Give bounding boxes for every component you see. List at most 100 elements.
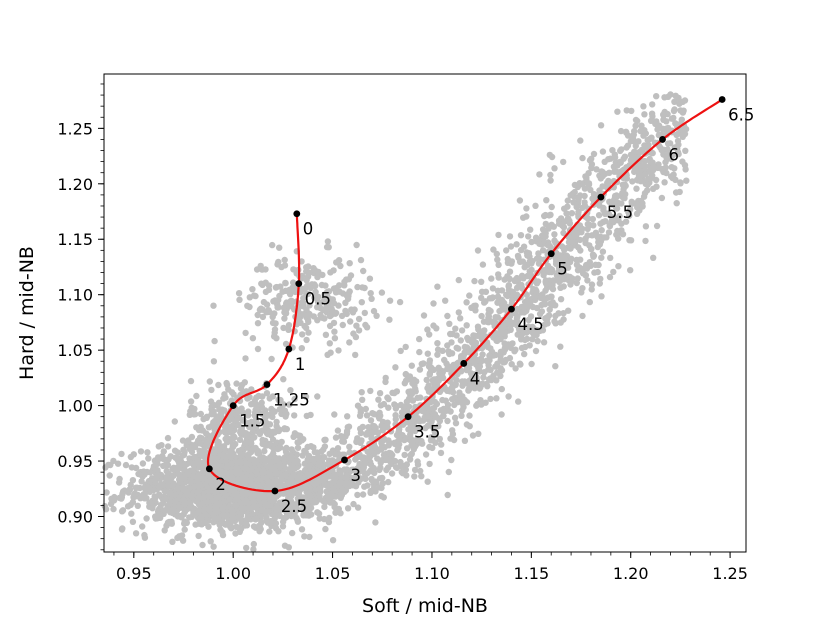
scatter-point (409, 439, 416, 446)
scatter-point (546, 151, 553, 159)
scatter-point (599, 148, 607, 155)
scatter-point (557, 343, 564, 350)
scatter-point (478, 401, 485, 408)
scatter-point (385, 478, 392, 486)
scatter-point (583, 177, 590, 184)
scatter-point (671, 165, 678, 172)
scatter-point (110, 505, 117, 513)
scatter-point (127, 453, 135, 461)
scatter-point (222, 487, 229, 494)
scatter-point (332, 471, 340, 478)
scatter-point (416, 366, 424, 373)
point-label: 1.25 (273, 391, 310, 410)
scatter-point (125, 489, 132, 496)
scatter-point (586, 259, 593, 266)
scatter-point (557, 270, 564, 277)
scatter-point (440, 407, 447, 415)
scatter-point (482, 288, 490, 295)
scatter-point (387, 458, 394, 465)
scatter-point (106, 472, 113, 479)
scatter-point (506, 268, 514, 275)
scatter-point (455, 345, 462, 352)
scatter-point (549, 299, 556, 306)
scatter-point (281, 256, 288, 264)
scatter-point (250, 546, 257, 553)
scatter-point (424, 326, 431, 333)
scatter-point (402, 343, 409, 351)
scatter-point (371, 443, 379, 451)
scatter-point (220, 512, 227, 519)
scatter-point (636, 148, 643, 156)
scatter-point (273, 283, 280, 291)
scatter-point (268, 409, 276, 417)
scatter-point (392, 364, 399, 371)
scatter-point (579, 285, 586, 292)
scatter-point (587, 245, 595, 253)
scatter-point (210, 408, 217, 415)
scatter-point (553, 257, 560, 264)
scatter-point (331, 503, 338, 511)
scatter-point (253, 403, 260, 410)
scatter-point (322, 331, 330, 338)
scatter-point (269, 241, 276, 249)
scatter-point (232, 530, 239, 537)
scatter-point (277, 462, 285, 470)
scatter-point (459, 407, 466, 414)
scatter-point (445, 348, 452, 355)
scatter-point (261, 447, 268, 455)
scatter-point (152, 513, 159, 520)
scatter-point (388, 470, 396, 477)
scatter-point (552, 312, 559, 320)
scatter-point (364, 470, 371, 477)
point-label: 6.5 (728, 106, 754, 125)
scatter-point (557, 296, 565, 303)
scatter-point (571, 181, 579, 189)
scatter-point (598, 293, 605, 300)
scatter-point (175, 459, 183, 466)
scatter-point (658, 165, 666, 173)
scatter-point (333, 259, 340, 266)
scatter-point (367, 447, 374, 455)
scatter-point (157, 481, 165, 488)
scatter-point (508, 297, 516, 304)
scatter-point (494, 314, 501, 321)
scatter-point (487, 307, 494, 315)
scatter-point (597, 122, 605, 129)
scatter-point (216, 521, 223, 528)
x-tick-label: 1.15 (514, 564, 550, 583)
scatter-point (224, 439, 231, 446)
scatter-point (322, 525, 329, 533)
scatter-point (282, 340, 290, 348)
scatter-point (180, 496, 187, 504)
scatter-point (627, 206, 634, 213)
scatter-point (461, 437, 469, 444)
scatter-point (426, 460, 433, 468)
scatter-point (670, 171, 677, 178)
scatter-point (202, 511, 209, 518)
scatter-point (488, 275, 495, 282)
scatter-point (479, 261, 487, 268)
scatter-point (449, 396, 456, 403)
scatter-point (281, 315, 288, 322)
scatter-point (551, 165, 558, 172)
scatter-point (637, 172, 644, 179)
y-tick-label: 0.90 (57, 508, 93, 527)
scatter-point (270, 428, 277, 435)
scatter-point (242, 329, 249, 337)
scatter-point (290, 487, 298, 494)
point-label: 0.5 (305, 290, 331, 309)
scatter-point (492, 363, 499, 370)
scatter-point (542, 220, 549, 228)
scatter-point (652, 120, 659, 128)
scatter-point (321, 443, 329, 450)
scatter-point (359, 491, 367, 498)
scatter-point (543, 314, 551, 321)
scatter-point (294, 500, 301, 507)
scatter-point (339, 438, 346, 445)
scatter-point (438, 441, 445, 448)
scatter-point (307, 492, 314, 499)
scatter-point (466, 377, 473, 384)
scatter-point (235, 408, 242, 415)
scatter-point (238, 381, 246, 389)
scatter-point (420, 408, 427, 415)
